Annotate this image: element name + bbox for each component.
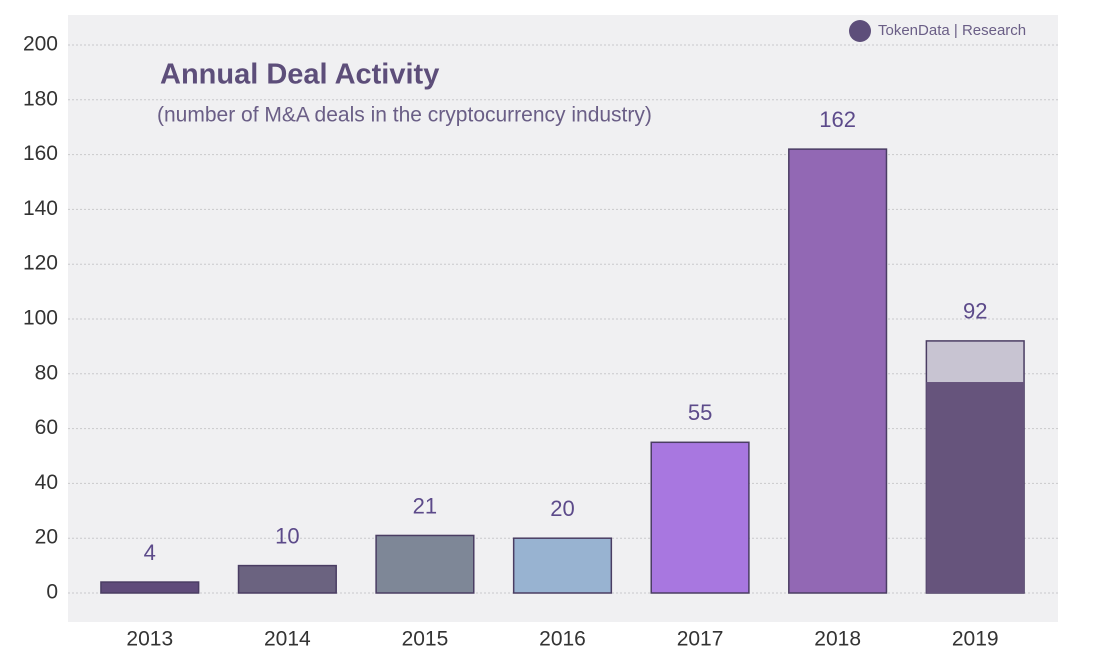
y-tick-label: 140 — [23, 197, 58, 220]
data-label: 10 — [275, 523, 299, 548]
y-tick-label: 40 — [35, 471, 58, 494]
bar — [512, 537, 613, 594]
data-label: 4 — [144, 540, 156, 565]
marks — [100, 148, 1025, 594]
y-tick-label: 60 — [35, 416, 58, 439]
bar — [100, 581, 200, 594]
data-label: 20 — [550, 496, 574, 521]
bar — [237, 564, 337, 594]
data-label: 92 — [963, 299, 987, 324]
y-tick-label: 200 — [23, 33, 58, 56]
x-tick-label: 2013 — [126, 628, 173, 651]
data-label: 21 — [413, 493, 437, 518]
x-tick-label: 2016 — [539, 628, 586, 651]
chart-subtitle: (number of M&A deals in the cryptocurren… — [157, 104, 652, 127]
y-tick-label: 100 — [23, 307, 58, 330]
bar — [788, 148, 888, 594]
x-tick-label: 2014 — [264, 628, 311, 651]
grid — [68, 44, 1058, 594]
data-label: 162 — [819, 107, 856, 132]
x-tick-label: 2019 — [952, 628, 999, 651]
x-tick-label: 2017 — [677, 628, 724, 651]
bar — [650, 441, 750, 594]
x-tick-label: 2018 — [814, 628, 861, 651]
bar — [375, 534, 475, 594]
y-tick-label: 180 — [23, 87, 58, 110]
data-label: 55 — [688, 400, 712, 425]
y-tick-label: 0 — [46, 581, 58, 604]
logo-icon — [849, 20, 871, 42]
y-tick-label: 80 — [35, 361, 58, 384]
y-tick-label: 160 — [23, 142, 58, 165]
y-tick-label: 20 — [35, 526, 58, 549]
y-tick-label: 120 — [23, 252, 58, 275]
overlay-bar — [926, 382, 1025, 593]
x-tick-label: 2015 — [402, 628, 449, 651]
chart-title: Annual Deal Activity — [160, 59, 439, 91]
source-label: TokenData | Research — [878, 22, 1026, 39]
